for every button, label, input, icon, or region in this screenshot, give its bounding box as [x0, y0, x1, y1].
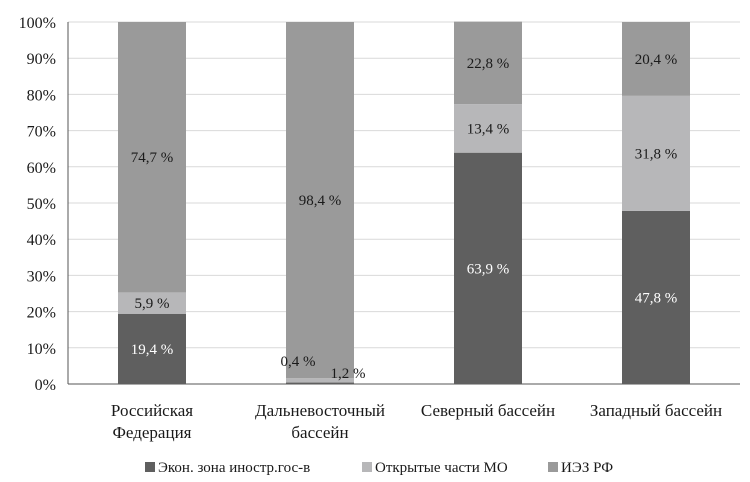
bar-segment: [118, 22, 186, 293]
legend: Экон. зона иностр.гос-в Открытые части МО…: [145, 460, 613, 476]
bar-segment: [454, 104, 522, 153]
category-label: Северный бассейн: [421, 401, 555, 420]
bar-segment: [286, 22, 354, 379]
y-tick-label: 80%: [27, 87, 56, 104]
bar-segment: [286, 382, 354, 384]
y-tick-label: 40%: [27, 232, 56, 249]
data-label: 22,8 %: [467, 56, 510, 72]
bar-segment: [286, 378, 354, 383]
category-label: Федерация: [112, 423, 191, 442]
bar-segment: [622, 95, 690, 211]
legend-label: Открытые части МО: [375, 460, 508, 476]
data-label: 20,4 %: [635, 52, 678, 68]
legend-label: ИЭЗ РФ: [561, 460, 613, 476]
category-labels: Российская Федерация Дальневосточный бассей…: [111, 401, 722, 442]
bar-segment: [118, 313, 186, 384]
data-label: 13,4 %: [467, 121, 510, 137]
category-label: Дальневосточный: [255, 401, 385, 420]
legend-swatch: [145, 462, 155, 472]
category-label: Российская: [111, 401, 193, 420]
y-tick-label: 90%: [27, 51, 56, 68]
y-tick-label: 30%: [27, 268, 56, 285]
bar-segment: [622, 22, 690, 96]
data-label: 0,4 %: [281, 354, 316, 370]
y-axis-ticks: 0% 10% 20% 30% 40% 50% 60% 70% 80% 90% 100%: [19, 15, 56, 394]
bars: [118, 21, 690, 384]
legend-label: Экон. зона иностр.гос-в: [158, 460, 310, 476]
bar-segment: [454, 21, 522, 105]
bar-segment: [454, 152, 522, 384]
data-label: 31,8 %: [635, 146, 678, 162]
y-tick-label: 70%: [27, 124, 56, 141]
data-label: 47,8 %: [635, 290, 678, 306]
y-tick-label: 100%: [19, 15, 56, 32]
y-tick-label: 10%: [27, 341, 56, 358]
y-tick-label: 0%: [35, 377, 56, 394]
data-label: 5,9 %: [135, 296, 170, 312]
data-label: 1,2 %: [331, 366, 366, 382]
bar-segment: [118, 292, 186, 314]
y-tick-label: 50%: [27, 196, 56, 213]
bar-segment: [622, 210, 690, 384]
category-label: Западный бассейн: [590, 401, 722, 420]
y-tick-label: 60%: [27, 160, 56, 177]
legend-swatch: [548, 462, 558, 472]
data-label: 63,9 %: [467, 261, 510, 277]
data-label: 74,7 %: [131, 150, 174, 166]
data-label: 98,4 %: [299, 193, 342, 209]
data-label: 19,4 %: [131, 342, 174, 358]
category-label: бассейн: [291, 423, 348, 442]
y-tick-label: 20%: [27, 305, 56, 322]
legend-swatch: [362, 462, 372, 472]
data-labels: 19,4 % 5,9 % 74,7 % 0,4 % 1,2 % 98,4 % 63,9 % 1…: [131, 52, 678, 382]
